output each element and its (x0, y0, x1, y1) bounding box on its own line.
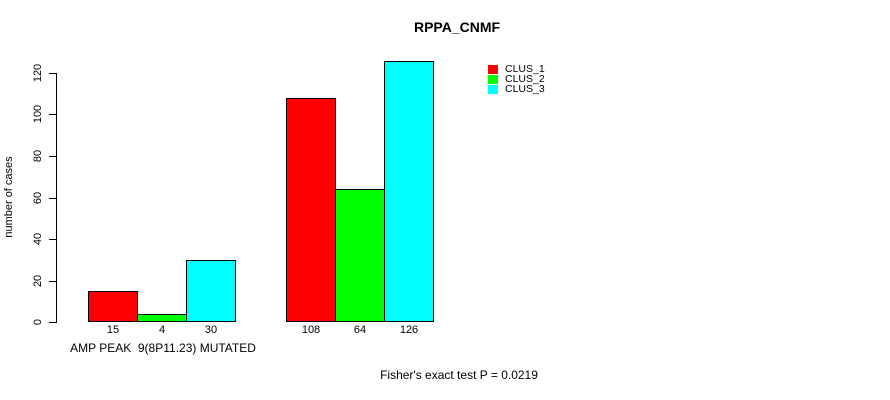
bar-clus_3-group-2 (384, 61, 434, 322)
legend-label-clus-3: CLUS_3 (505, 83, 545, 95)
y-axis-line (56, 73, 57, 323)
bar-clus_1-group-2 (286, 98, 336, 322)
bar-value-label: 108 (301, 324, 321, 336)
bar-value-label: 15 (106, 324, 120, 336)
y-axis-tick (49, 281, 56, 282)
bar-value-label: 64 (353, 324, 367, 336)
bar-clus_1-group-1 (88, 291, 138, 322)
y-tick-label: 100 (32, 104, 44, 124)
legend-label-clus-2: CLUS_2 (505, 73, 545, 85)
y-tick-label: 40 (32, 232, 44, 246)
legend: CLUS_1 CLUS_2 CLUS_3 (488, 64, 545, 94)
y-axis-tick (49, 73, 56, 74)
y-axis-tick (49, 114, 56, 115)
y-tick-label: 120 (32, 63, 44, 83)
bar-clus_3-group-1 (186, 260, 236, 322)
category-label: AMP PEAK 9(8P11.23) MUTATED (70, 341, 256, 355)
y-tick-label: 20 (32, 274, 44, 288)
y-axis-tick (49, 156, 56, 157)
bar-value-label: 4 (158, 324, 166, 336)
y-axis-tick (49, 322, 56, 323)
legend-item-clus-3: CLUS_3 (488, 84, 545, 94)
y-tick-label: 0 (32, 318, 44, 326)
legend-swatch-clus-3 (488, 84, 498, 94)
y-tick-label: 60 (32, 191, 44, 205)
chart-title: RPPA_CNMF (413, 19, 501, 35)
legend-swatch-clus-2 (488, 74, 498, 84)
bar-clus_2-group-2 (335, 189, 385, 322)
y-tick-label: 80 (32, 149, 44, 163)
legend-swatch-clus-1 (488, 64, 498, 74)
fisher-test-note: Fisher's exact test P = 0.0219 (380, 368, 538, 382)
legend-item-clus-2: CLUS_2 (488, 74, 545, 84)
y-axis-label: number of cases (3, 156, 15, 238)
y-axis-tick (49, 198, 56, 199)
legend-label-clus-1: CLUS_1 (505, 63, 545, 75)
bar-value-label: 30 (204, 324, 218, 336)
y-axis-tick (49, 239, 56, 240)
bar-value-label: 126 (399, 324, 419, 336)
legend-item-clus-1: CLUS_1 (488, 64, 545, 74)
bar-clus_2-group-1 (137, 314, 187, 322)
